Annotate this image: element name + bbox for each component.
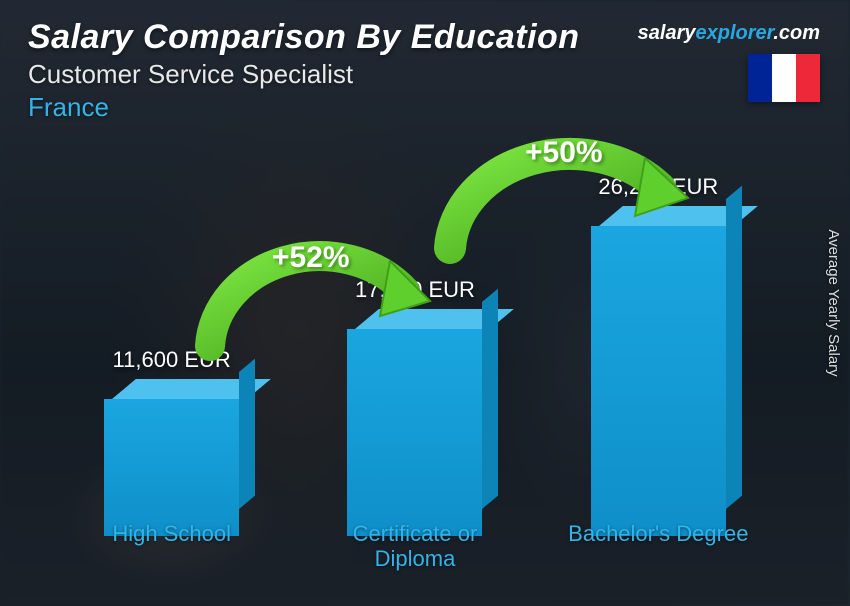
brand-part: salary <box>638 22 696 44</box>
bar: 11,600 EUR <box>87 347 257 516</box>
category-labels: High School Certificate or Diploma Bachelo… <box>50 521 780 576</box>
flag-stripe <box>748 54 772 102</box>
bar-value: 17,500 EUR <box>355 277 475 303</box>
category-label: Bachelor's Degree <box>563 521 753 576</box>
bar-3d <box>347 309 482 516</box>
flag-stripe <box>772 54 796 102</box>
brand-logo: salaryexplorer.com <box>638 22 820 45</box>
brand-part: explorer <box>695 22 773 44</box>
bar-3d <box>104 379 239 516</box>
bar: 26,200 EUR <box>573 174 743 516</box>
bar-value: 26,200 EUR <box>598 174 718 200</box>
chart-subtitle: Customer Service Specialist <box>28 59 822 90</box>
y-axis-label: Average Yearly Salary <box>825 229 842 376</box>
bar: 17,500 EUR <box>330 277 500 516</box>
category-label: Certificate or Diploma <box>320 521 510 576</box>
category-label: High School <box>77 521 267 576</box>
brand-part: .com <box>773 22 820 44</box>
chart-country: France <box>28 92 822 123</box>
bar-value: 11,600 EUR <box>113 347 231 373</box>
bar-3d <box>591 206 726 516</box>
flag-icon <box>748 54 820 102</box>
bar-chart: 11,600 EUR 17,500 EUR 26,200 EUR High Scho… <box>50 146 780 576</box>
flag-stripe <box>796 54 820 102</box>
bars-container: 11,600 EUR 17,500 EUR 26,200 EUR <box>50 146 780 516</box>
